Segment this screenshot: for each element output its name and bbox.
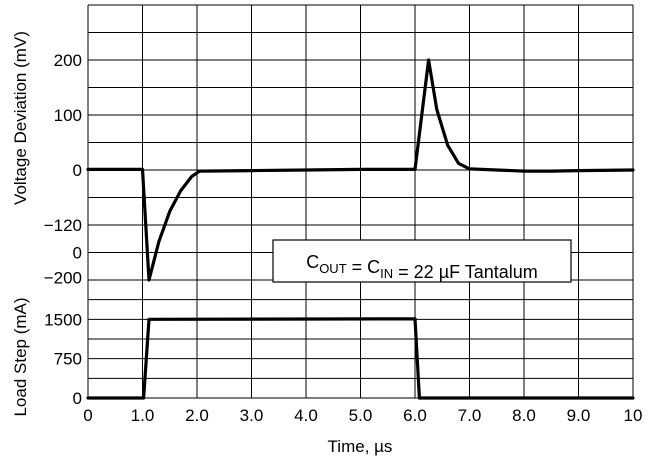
x-tick-label-7: 7.0 — [458, 406, 482, 425]
bottom-trace-0 — [86, 317, 635, 400]
x-tick-label-6: 6.0 — [403, 406, 427, 425]
grid — [87, 4, 634, 399]
top-y-tick-label-2: 0 — [73, 161, 82, 180]
x-tick-label-5: 5.0 — [349, 406, 373, 425]
annotation-text: COUT = CIN = 22 µF Tantalum — [306, 252, 538, 282]
traces — [86, 58, 635, 400]
top-y-axis-label: Voltage Deviation (mV) — [11, 31, 30, 205]
x-tick-label-3: 3.0 — [240, 406, 264, 425]
bottom-y-axis-label: Load Step (mA) — [11, 297, 30, 416]
bottom-y-tick-label-1: 750 — [54, 350, 82, 369]
x-axis-label: Time, µs — [328, 437, 393, 456]
x-tick-label-8: 8.0 — [512, 406, 536, 425]
top-y-tick-label-0: 200 — [54, 51, 82, 70]
annotation-box: COUT = CIN = 22 µF Tantalum — [272, 239, 572, 283]
bottom-y-tick-label-0: 1500 — [44, 310, 82, 329]
x-tick-label-2: 2.0 — [185, 406, 209, 425]
x-tick-label-10: 10 — [624, 406, 643, 425]
x-tick-label-9: 9.0 — [567, 406, 591, 425]
x-tick-label-4: 4.0 — [294, 406, 318, 425]
top-trace-0 — [86, 58, 635, 282]
x-tick-label-0: 0 — [83, 406, 92, 425]
top-y-tick-label-4: 0 — [73, 244, 82, 263]
bottom-y-tick-label-2: 0 — [73, 389, 82, 408]
x-tick-label-1: 1.0 — [131, 406, 155, 425]
top-y-tick-label-1: 100 — [54, 106, 82, 125]
top-y-tick-label-3: −120 — [44, 216, 82, 235]
top-y-tick-label-5: −200 — [44, 268, 82, 287]
